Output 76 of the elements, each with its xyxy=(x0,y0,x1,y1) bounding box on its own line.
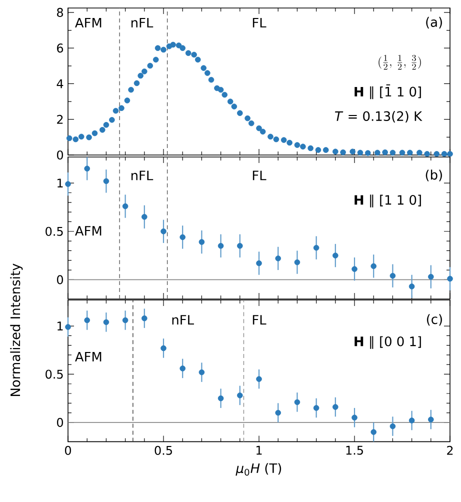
point xyxy=(198,369,205,376)
x-tick-label: 1.5 xyxy=(346,446,363,455)
x-axis-title: μ$_{0}$H (T) xyxy=(236,463,282,476)
annotation: $(\frac{1}{2},\, \frac{1}{2},\, \frac{3}{2})$ xyxy=(378,54,421,70)
point xyxy=(447,276,453,282)
point xyxy=(65,181,71,187)
annotation: nFL xyxy=(131,170,154,180)
point xyxy=(313,244,320,251)
y-tick-label: 0 xyxy=(56,418,64,427)
y-axis-title: Normalized Intensity xyxy=(10,264,23,396)
annotation: nFL xyxy=(131,18,154,28)
annotation: (c) xyxy=(426,314,442,326)
point xyxy=(237,392,243,398)
annotation: (b) xyxy=(426,170,442,182)
y-tick-label: 8 xyxy=(57,8,63,17)
point xyxy=(332,404,338,410)
point xyxy=(352,414,358,420)
point xyxy=(65,324,71,330)
point xyxy=(408,418,415,424)
x-tick-label: 2 xyxy=(447,446,453,455)
point xyxy=(313,405,320,411)
point xyxy=(103,178,110,184)
annotation: AFM xyxy=(75,352,102,362)
annotation: nFL xyxy=(172,315,194,325)
point xyxy=(390,423,396,430)
point xyxy=(294,399,300,406)
point xyxy=(180,234,186,240)
point xyxy=(180,366,186,372)
annotation: FL xyxy=(252,18,266,28)
y-tick-label: 2 xyxy=(57,114,63,124)
point xyxy=(428,274,434,280)
point xyxy=(408,284,415,290)
x-tick-label: 0 xyxy=(64,446,72,455)
point xyxy=(103,319,110,326)
y-tick-label: 1 xyxy=(58,322,63,330)
y-tick-label: 0 xyxy=(56,275,64,284)
x-tick-label: 0.5 xyxy=(154,446,172,455)
y-tick-label: 0.5 xyxy=(46,226,63,236)
annotation: AFM xyxy=(75,226,102,236)
annotation: AFM xyxy=(75,18,102,28)
point xyxy=(142,315,148,322)
point xyxy=(275,410,281,416)
point xyxy=(352,266,358,272)
annotation: FL xyxy=(252,315,266,325)
point xyxy=(294,259,300,266)
y-tick-label: 1 xyxy=(58,178,63,188)
point xyxy=(142,214,148,220)
point xyxy=(218,242,224,249)
point xyxy=(256,260,262,266)
annotation: H ∥ [1̄ 1 0] xyxy=(354,84,421,100)
point xyxy=(275,256,281,262)
y-tick-label: 4 xyxy=(56,79,64,88)
y-tick-label: 0.5 xyxy=(46,370,63,379)
annotation: (a) xyxy=(426,16,442,28)
point xyxy=(370,263,377,270)
y-tick-label: 6 xyxy=(57,44,64,53)
annotation: FL xyxy=(252,170,266,180)
x-tick-label: 1 xyxy=(256,446,262,455)
annotation: H ∥ [1 1 0] xyxy=(354,194,421,208)
point xyxy=(390,272,396,279)
point xyxy=(332,252,338,258)
annotation: H ∥ [0 0 1] xyxy=(354,336,421,349)
point xyxy=(84,317,90,324)
point xyxy=(218,395,224,402)
point xyxy=(370,429,377,435)
point xyxy=(198,239,205,245)
point xyxy=(160,345,166,352)
point xyxy=(428,416,434,422)
annotation: T = 0.13(2) K xyxy=(334,111,422,123)
point xyxy=(160,228,166,234)
y-tick-label: 0 xyxy=(56,150,64,160)
point xyxy=(256,376,262,382)
point xyxy=(122,317,128,324)
point xyxy=(122,203,128,210)
point xyxy=(84,166,90,172)
point xyxy=(237,242,243,249)
